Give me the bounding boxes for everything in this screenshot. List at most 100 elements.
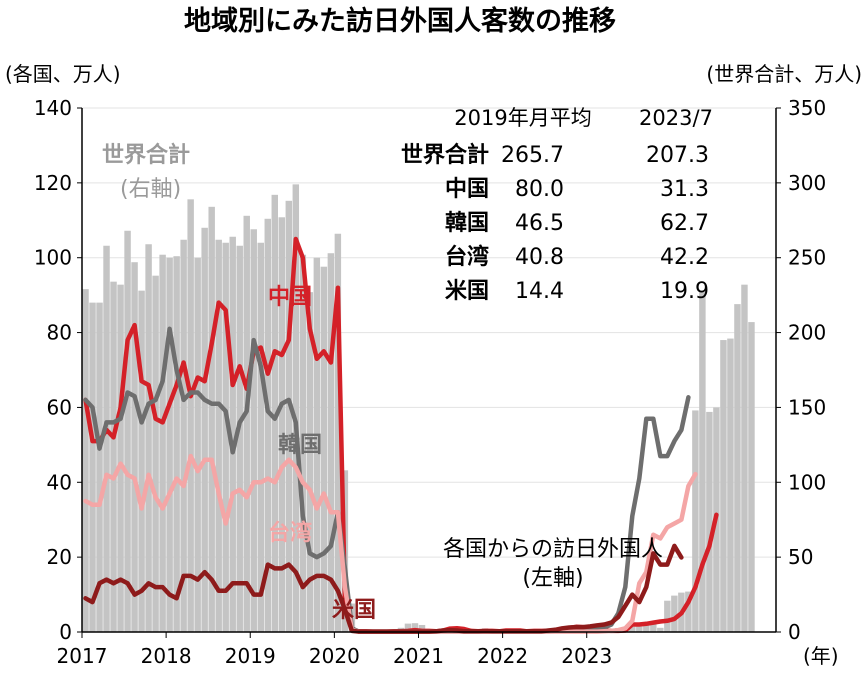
bar (103, 245, 110, 633)
bar (285, 200, 293, 632)
bar (124, 230, 131, 632)
bar (194, 257, 201, 632)
right-tick-label: 0 (788, 620, 801, 644)
left-tick-label: 100 (34, 246, 72, 270)
bar (152, 275, 159, 632)
x-tick-label: 2022 (477, 644, 528, 668)
bar (650, 624, 657, 632)
bar (96, 302, 103, 632)
right-tick-label: 100 (788, 470, 826, 494)
bar (636, 626, 643, 632)
bar (643, 624, 650, 632)
bar (313, 257, 321, 632)
right-tick-label: 50 (788, 545, 813, 569)
bar (180, 239, 187, 632)
x-tick-label: 2018 (141, 644, 192, 668)
right-tick-label: 200 (788, 321, 826, 345)
bar (699, 290, 706, 632)
bar (138, 290, 145, 632)
table-value-2023: 62.7 (660, 211, 709, 236)
china-label: 中国 (268, 285, 312, 310)
table-value-2019: 14.4 (515, 279, 564, 304)
bar (741, 284, 748, 632)
bar (629, 626, 636, 632)
bar (278, 217, 286, 632)
bar (243, 215, 250, 632)
table-value-2019: 265.7 (501, 143, 564, 168)
bar (117, 284, 124, 632)
us-label: 米国 (332, 598, 376, 623)
table-value-2023: 207.3 (646, 143, 709, 168)
bar (229, 236, 236, 633)
bar (320, 266, 328, 632)
right-axis-unit: (世界合計、万人) (706, 62, 862, 86)
bar (299, 254, 307, 632)
bar (706, 411, 713, 632)
bar (748, 322, 755, 632)
table-value-2019: 80.0 (515, 177, 564, 202)
bar (671, 595, 678, 632)
korea-label: 韓国 (278, 432, 322, 458)
bar (166, 257, 173, 632)
bar (271, 194, 279, 632)
countries-note: 各国からの訪日外国人 (443, 537, 663, 562)
bar (720, 340, 727, 632)
x-tick-label: 2019 (225, 644, 276, 668)
bar (257, 242, 264, 632)
bar (306, 292, 314, 632)
bar (692, 410, 699, 632)
bar (110, 281, 117, 632)
bar (727, 338, 734, 632)
country-lines (83, 236, 719, 634)
bar (201, 227, 208, 632)
left-tick-label: 20 (47, 545, 72, 569)
right-tick-label: 150 (788, 395, 826, 419)
bar (734, 304, 741, 632)
taiwan-label: 台湾 (268, 520, 312, 546)
bar (187, 199, 194, 632)
bar (236, 245, 243, 633)
x-tick-label: 2021 (393, 644, 444, 668)
x-tick-label: 2020 (309, 644, 360, 668)
bar (685, 591, 692, 632)
bar (411, 623, 419, 632)
bar (418, 624, 426, 632)
bar (327, 253, 335, 633)
table-row-name: 台湾 (445, 244, 489, 270)
tick-labels: 0 20 40 60 80 100 120 140 0 50 100 150 200 250 300 350 2… (34, 96, 826, 668)
right-tick-label: 300 (788, 171, 826, 195)
bar (215, 239, 222, 632)
bar (404, 623, 412, 632)
bar (222, 242, 229, 632)
left-tick-label: 60 (47, 395, 72, 419)
bar (334, 233, 342, 632)
table-row-name: 世界合計 (401, 142, 489, 168)
bar (159, 254, 166, 632)
table-header-2023: 2023/7 (639, 106, 713, 130)
left-tick-label: 40 (47, 470, 72, 494)
left-tick-label: 120 (34, 171, 72, 195)
bar (145, 244, 152, 633)
table-value-2023: 31.3 (660, 177, 709, 202)
world-total-bars (82, 184, 755, 633)
table-value-2023: 19.9 (660, 279, 709, 304)
table-value-2019: 46.5 (515, 211, 564, 236)
table-value-2023: 42.2 (660, 245, 709, 270)
bar (664, 600, 671, 632)
table-row-name: 韓国 (445, 210, 489, 236)
x-tick-label: 2017 (57, 644, 108, 668)
table-value-2019: 40.8 (515, 245, 564, 270)
table-row-name: 米国 (445, 279, 489, 304)
table-header-2019: 2019年月平均 (454, 106, 591, 130)
right-tick-label: 250 (788, 246, 826, 270)
x-axis-unit: (年) (803, 644, 839, 668)
left-tick-label: 140 (34, 96, 72, 120)
bar (82, 289, 89, 632)
left-tick-label: 0 (59, 620, 72, 644)
bar (89, 302, 96, 632)
table-row-name: 中国 (445, 177, 489, 202)
world-axis-note: (右軸) (120, 177, 181, 202)
axes (77, 107, 781, 638)
bar (173, 256, 180, 632)
